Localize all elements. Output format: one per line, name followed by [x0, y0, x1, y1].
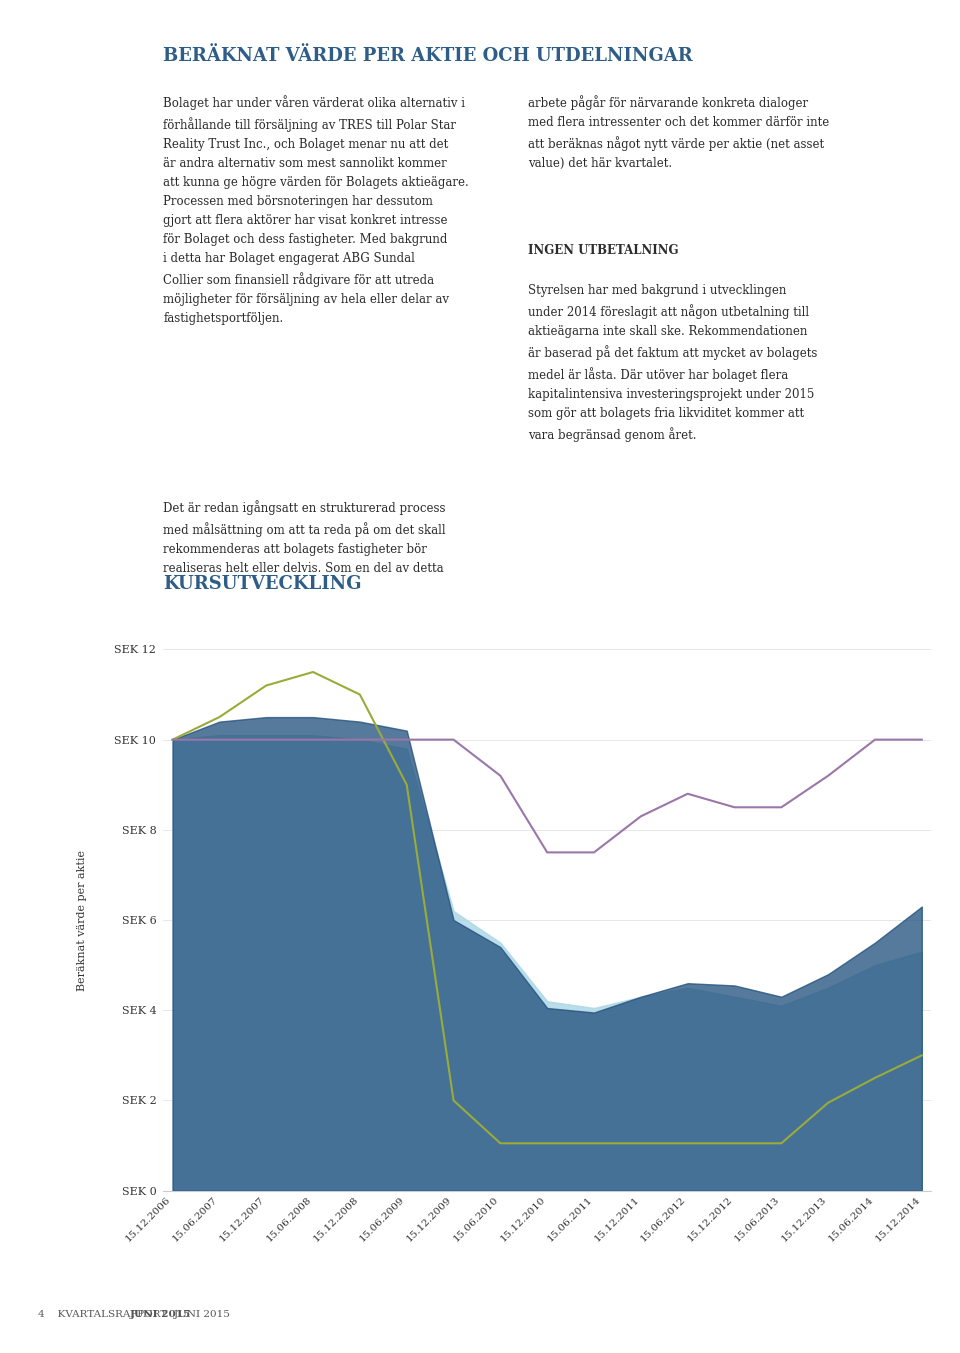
Text: BERÄKNAT VÄRDE PER AKTIE OCH UTDELNINGAR: BERÄKNAT VÄRDE PER AKTIE OCH UTDELNINGAR — [163, 47, 693, 65]
Text: Styrelsen har med bakgrund i utvecklingen
under 2014 föreslagit att någon utbeta: Styrelsen har med bakgrund i utvecklinge… — [528, 284, 817, 442]
Text: Bolaget har under våren värderat olika alternativ i
förhållande till försäljning: Bolaget har under våren värderat olika a… — [163, 95, 468, 325]
Text: 4    KVARTALSRAPPORT  JUNI 2015: 4 KVARTALSRAPPORT JUNI 2015 — [38, 1310, 230, 1319]
Text: Beräknat värde per aktie: Beräknat värde per aktie — [77, 850, 86, 990]
Text: JUNI 2015: JUNI 2015 — [130, 1310, 191, 1319]
Text: KURSUTVECKLING: KURSUTVECKLING — [163, 575, 362, 593]
Text: arbete pågår för närvarande konkreta dialoger
med flera intressenter och det kom: arbete pågår för närvarande konkreta dia… — [528, 95, 829, 169]
Text: Det är redan igångsatt en strukturerad process
med målsättning om att ta reda på: Det är redan igångsatt en strukturerad p… — [163, 501, 445, 575]
Text: INGEN UTBETALNING: INGEN UTBETALNING — [528, 244, 679, 257]
